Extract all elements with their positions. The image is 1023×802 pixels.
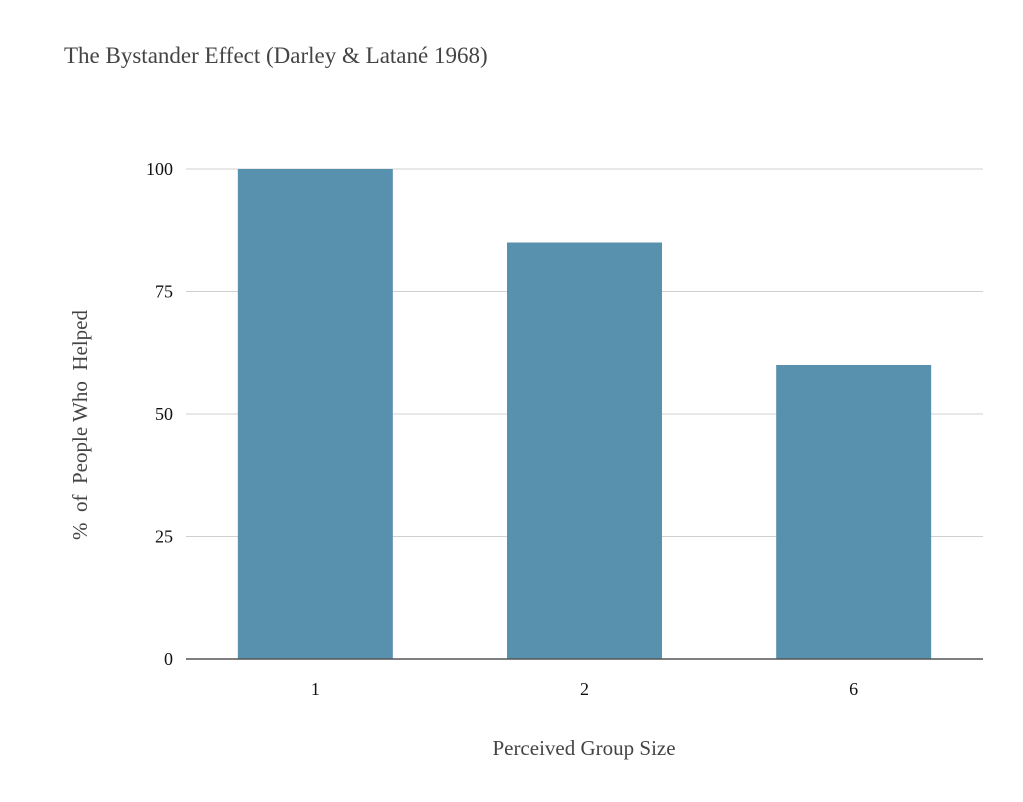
x-tick-label: 1 bbox=[311, 679, 320, 699]
bar-2 bbox=[507, 242, 662, 659]
chart-title: The Bystander Effect (Darley & Latané 19… bbox=[64, 43, 488, 68]
y-tick-label: 75 bbox=[155, 282, 173, 302]
bar-1 bbox=[237, 169, 393, 659]
y-tick-label: 0 bbox=[164, 649, 173, 669]
x-tick-label: 2 bbox=[580, 679, 589, 699]
bars bbox=[237, 169, 932, 659]
bar-6 bbox=[776, 365, 932, 659]
x-axis-ticks: 1 2 6 bbox=[311, 679, 858, 699]
y-axis-ticks: 0 25 50 75 100 bbox=[146, 159, 173, 669]
y-tick-label: 25 bbox=[155, 527, 173, 547]
x-axis-title: Perceived Group Size bbox=[492, 736, 675, 760]
x-tick-label: 6 bbox=[849, 679, 858, 699]
y-axis-title: % of People Who Helped bbox=[68, 310, 92, 540]
y-tick-label: 50 bbox=[155, 404, 173, 424]
y-tick-label: 100 bbox=[146, 159, 173, 179]
